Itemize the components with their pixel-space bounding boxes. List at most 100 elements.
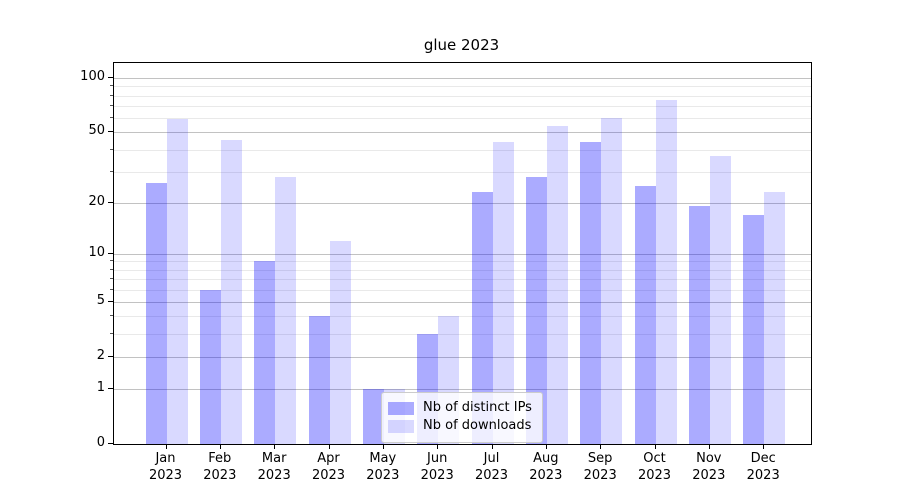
x-tick-mark [654, 444, 656, 449]
legend-label-distinct-ips: Nb of distinct IPs [423, 400, 532, 415]
legend: Nb of distinct IPs Nb of downloads [381, 392, 543, 443]
legend-row-downloads: Nb of downloads [388, 418, 534, 434]
bar-distinct-ips [580, 142, 602, 444]
chart-title: glue 2023 [423, 36, 500, 54]
y-tick-mark [108, 77, 113, 78]
y-tick-mark [108, 355, 113, 357]
legend-label-downloads: Nb of downloads [423, 418, 532, 433]
y-tick-label: 10 [88, 244, 105, 260]
y-gridline-major [114, 253, 811, 255]
y-tick-label: 5 [96, 292, 105, 308]
bar-distinct-ips [471, 192, 493, 444]
x-tick-mark [328, 444, 330, 449]
bars-layer [114, 63, 811, 444]
bar-downloads [329, 240, 351, 444]
x-tick-label: Aug 2023 [529, 451, 563, 483]
legend-swatch-distinct-ips [388, 401, 414, 415]
y-gridline-major [114, 78, 811, 79]
y-tick-label: 20 [88, 193, 105, 209]
y-gridline-major [114, 389, 811, 390]
y-gridline-major [114, 356, 811, 358]
y-tick-mark [108, 300, 113, 302]
y-minor-tick-mark [110, 260, 113, 262]
x-tick-mark [219, 444, 221, 449]
y-minor-tick-mark [110, 170, 113, 172]
bar-distinct-ips [362, 389, 384, 444]
y-minor-tick-mark [110, 288, 113, 290]
y-minor-tick-mark [110, 117, 113, 118]
y-tick-label: 0 [96, 435, 105, 450]
bar-distinct-ips [634, 185, 656, 444]
y-gridline-minor [114, 118, 811, 119]
x-tick-mark [708, 444, 710, 449]
x-tick-label: Feb 2023 [203, 451, 237, 483]
y-minor-tick-mark [110, 104, 113, 106]
bar-distinct-ips [525, 176, 547, 444]
y-minor-tick-mark [110, 148, 113, 150]
y-tick-label: 50 [88, 123, 105, 139]
bar-distinct-ips [199, 289, 221, 444]
x-tick-label: Apr 2023 [311, 451, 346, 483]
y-minor-tick-mark [110, 315, 113, 317]
y-gridline-minor [114, 105, 811, 107]
legend-row-distinct-ips: Nb of distinct IPs [388, 400, 534, 416]
y-tick-mark [108, 443, 113, 444]
bar-downloads [764, 192, 786, 444]
y-minor-tick-mark [110, 268, 113, 270]
x-tick-label: Oct 2023 [637, 451, 672, 483]
x-tick-mark [382, 444, 384, 449]
legend-swatch-downloads [388, 419, 414, 433]
y-gridline-minor [114, 149, 811, 151]
bar-distinct-ips [254, 261, 276, 444]
y-minor-tick-mark [110, 94, 113, 96]
x-tick-label: Nov 2023 [692, 451, 726, 483]
y-gridline-minor [114, 95, 811, 97]
y-gridline-minor [114, 86, 811, 88]
y-minor-tick-mark [110, 333, 113, 335]
x-tick-label: Jun 2023 [420, 451, 454, 483]
x-tick-mark [437, 444, 439, 449]
y-tick-label: 100 [80, 69, 105, 84]
y-tick-mark [108, 252, 113, 254]
x-tick-mark [491, 444, 493, 449]
y-minor-tick-mark [110, 278, 113, 280]
plot-area: Nb of distinct IPs Nb of downloads [113, 62, 812, 445]
x-tick-label: Jan 2023 [148, 451, 183, 483]
y-gridline-minor [114, 171, 811, 173]
x-tick-mark [763, 444, 765, 449]
y-tick-mark [108, 131, 113, 133]
y-tick-label: 2 [96, 347, 105, 363]
x-tick-label: Sep 2023 [583, 451, 617, 483]
bar-distinct-ips [308, 316, 330, 444]
x-tick-label: Dec 2023 [746, 451, 780, 483]
y-gridline-major [114, 132, 811, 134]
bar-downloads [492, 142, 514, 444]
bar-downloads [709, 155, 731, 444]
y-tick-mark [108, 201, 113, 203]
x-tick-mark [165, 444, 167, 449]
x-tick-mark [545, 444, 547, 449]
y-gridline-minor [114, 289, 811, 291]
x-tick-mark [274, 444, 276, 449]
y-gridline-major [114, 202, 811, 204]
y-gridline-minor [114, 334, 811, 336]
y-gridline-minor [114, 261, 811, 263]
bar-downloads [655, 99, 677, 444]
x-tick-label: Jul 2023 [474, 451, 509, 483]
y-tick-label: 1 [96, 380, 105, 395]
bar-downloads [275, 176, 297, 444]
y-minor-tick-mark [110, 85, 113, 87]
grid-layer [114, 63, 811, 444]
y-gridline-minor [114, 279, 811, 281]
bar-downloads [166, 119, 188, 444]
bar-distinct-ips [145, 182, 167, 444]
x-tick-label: May 2023 [366, 451, 400, 483]
y-gridline-minor [114, 316, 811, 318]
bar-distinct-ips [688, 206, 710, 444]
y-gridline-minor [114, 269, 811, 271]
y-gridline-major [114, 301, 811, 303]
bar-downloads [601, 118, 623, 444]
x-tick-mark [600, 444, 602, 449]
bar-downloads [546, 126, 568, 444]
